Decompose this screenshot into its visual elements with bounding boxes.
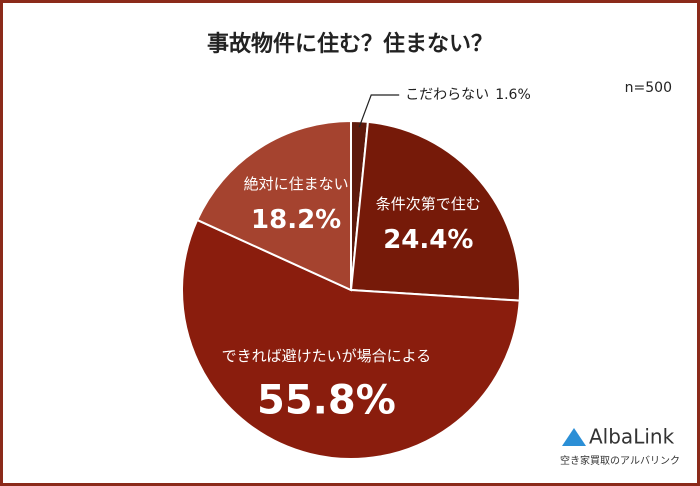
pie-slice (195, 119, 352, 292)
logo-tagline: 空き家買取のアルバリンク (560, 454, 680, 467)
logo-icon (562, 428, 586, 446)
category-label: 条件次第で住む (376, 195, 481, 213)
value-label: 1.6% (495, 87, 531, 103)
pie-slice (181, 218, 521, 460)
chart-title: 事故物件に住む？住まない？ (207, 31, 493, 57)
category-label: こだわらない (405, 87, 489, 103)
category-label: 絶対に住まない (244, 175, 349, 193)
logo-name: AlbaLink (589, 425, 675, 449)
pie-slice (349, 120, 521, 302)
value-label: 24.4% (383, 225, 473, 255)
logo: AlbaLink 空き家買取のアルバリンク (560, 425, 680, 468)
leader-line (358, 94, 400, 128)
category-label: できれば避けたいが場合による (222, 347, 432, 365)
value-label: 55.8% (257, 377, 396, 423)
sample-note: n=500 (625, 80, 672, 96)
slice-label: こだわらない 1.6% (405, 87, 531, 103)
value-label: 18.2% (251, 205, 341, 235)
